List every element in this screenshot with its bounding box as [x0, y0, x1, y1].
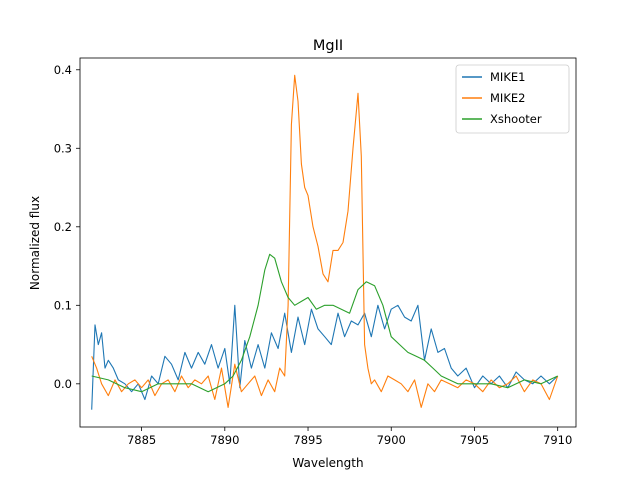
- x-axis-label: Wavelength: [292, 456, 363, 470]
- y-tick-label: 0.3: [54, 141, 72, 155]
- series-line-mike2: [91, 74, 559, 408]
- legend: MIKE1 MIKE2 Xshooter: [455, 64, 570, 134]
- x-tick-label: 7910: [543, 433, 572, 447]
- axes-frame: [79, 57, 577, 428]
- legend-label-xshooter: Xshooter: [490, 112, 542, 126]
- legend-box: [455, 64, 570, 134]
- series-line-mike1: [91, 304, 559, 410]
- x-tick-label: 7905: [460, 433, 489, 447]
- legend-label-mike2: MIKE2: [490, 91, 525, 105]
- x-tick-label: 7890: [210, 433, 239, 447]
- chart-title: MgII: [313, 38, 343, 54]
- legend-label-mike1: MIKE1: [490, 70, 525, 84]
- axes-layer: 7885 7890 7895 7900 7905 7910 0.0 0.1 0.2 0.3 0.4: [54, 57, 577, 447]
- series-layer: [91, 74, 559, 410]
- x-tick-label: 7895: [293, 433, 322, 447]
- y-axis-label: Normalized flux: [28, 196, 42, 290]
- x-tick-label: 7885: [127, 433, 156, 447]
- y-tick-label: 0.0: [54, 377, 72, 391]
- x-tick-label: 7900: [377, 433, 406, 447]
- series-line-xshooter: [91, 253, 558, 393]
- y-tick-label: 0.4: [54, 63, 72, 77]
- y-tick-label: 0.1: [54, 298, 72, 312]
- y-tick-label: 0.2: [54, 220, 72, 234]
